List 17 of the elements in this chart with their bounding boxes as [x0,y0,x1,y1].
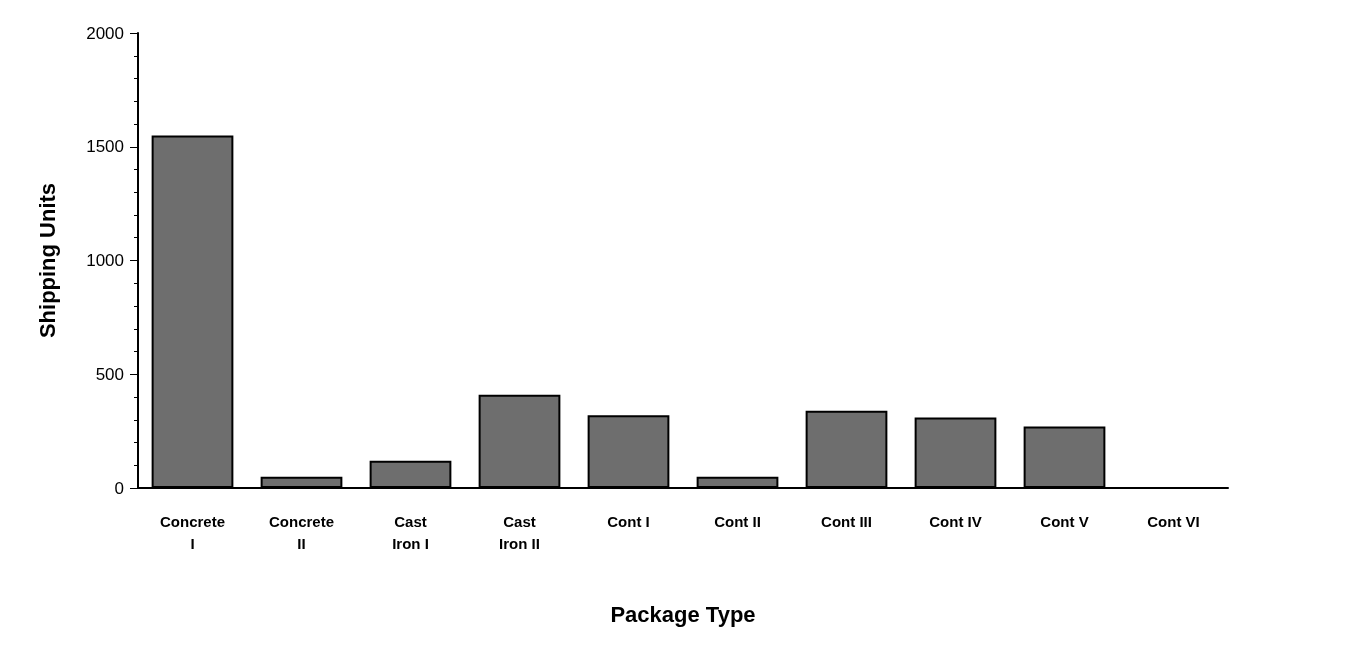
x-tick-label: Cont V [1040,512,1089,530]
y-tick-label: 1000 [86,251,124,270]
y-axis-title: Shipping Units [34,182,60,339]
x-axis-title: Package Type [610,601,756,627]
x-tick-label: Cont VI [1147,512,1200,530]
x-tick-label: Concrete I [159,512,226,552]
x-tick-label: Cont II [714,512,761,530]
x-tick-label: Cast Iron II [499,512,540,552]
y-tick-label: 2000 [86,23,124,43]
x-tick-label: Concrete II [268,512,335,552]
y-tick-label: 1500 [86,137,124,157]
x-tick-label: Cont III [821,512,872,530]
x-tick-label: Cont I [607,512,650,530]
x-tick-label: Cont IV [929,512,982,530]
y-tick-label: 500 [95,364,124,384]
y-tick-label: 0 [114,478,124,498]
x-tick-label: Cast Iron I [392,512,429,552]
